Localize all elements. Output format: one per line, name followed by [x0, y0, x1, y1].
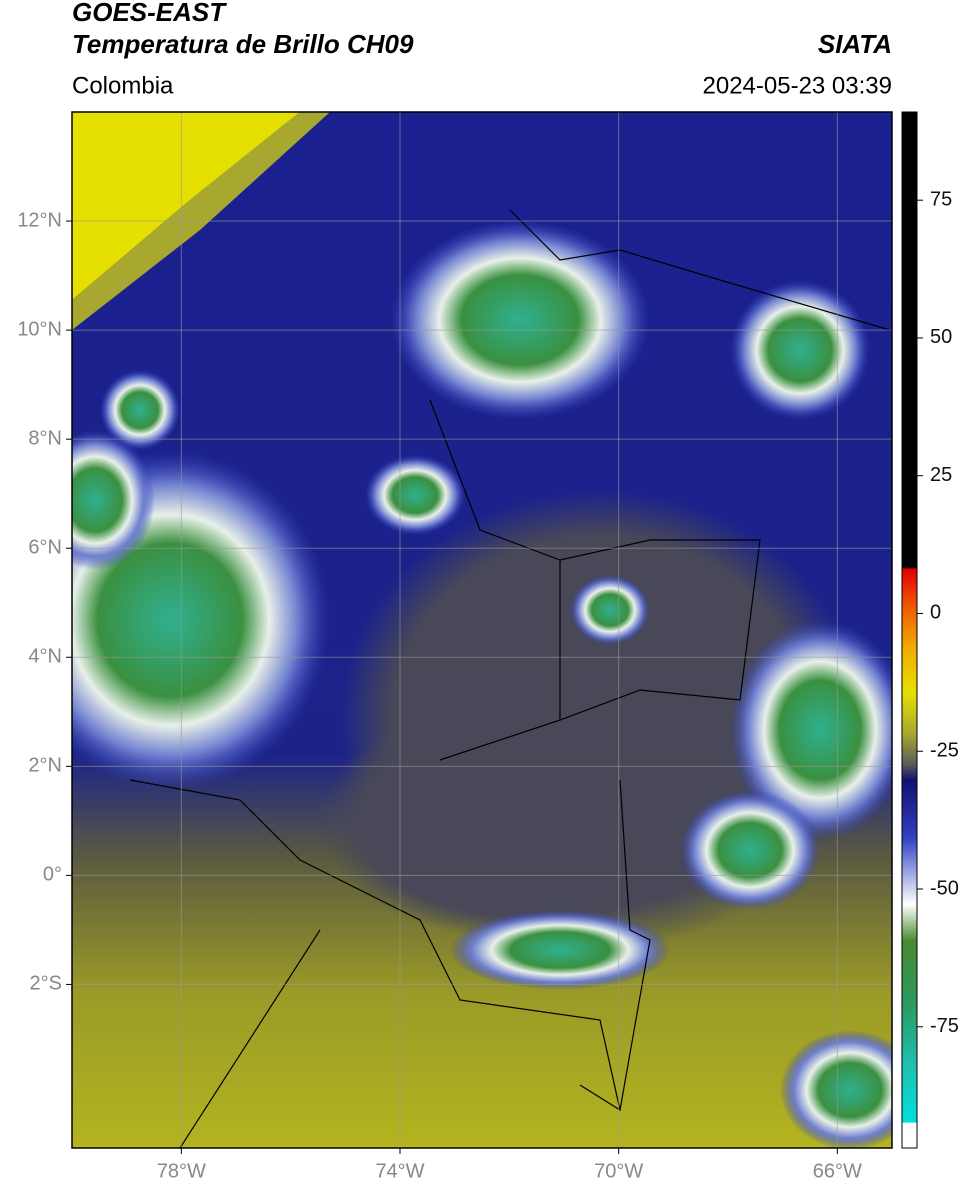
- lat-tick-label: 10°N: [17, 318, 62, 340]
- colorbar-tick-label: -25: [930, 740, 959, 762]
- source: SIATA: [818, 29, 892, 59]
- satellite-image: [72, 112, 892, 1148]
- colorbar: [901, 111, 918, 1149]
- colorbar-tick-label: 25: [930, 464, 952, 486]
- datetime: 2024-05-23 03:39: [703, 72, 893, 99]
- lat-tick-label: 2°S: [30, 973, 62, 995]
- colorbar-tick-label: 75: [930, 188, 952, 210]
- subtitle: Temperatura de Brillo CH09: [72, 29, 414, 59]
- title: GOES-EAST: [72, 0, 227, 27]
- region: Colombia: [72, 72, 174, 99]
- lon-tick-label: 78°W: [157, 1160, 206, 1182]
- lon-tick-label: 70°W: [594, 1160, 643, 1182]
- colorbar-tick-label: 50: [930, 326, 952, 348]
- lon-tick-label: 74°W: [375, 1160, 424, 1182]
- lat-tick-label: 2°N: [28, 755, 62, 777]
- lat-tick-label: 12°N: [17, 209, 62, 231]
- lat-tick-label: 8°N: [28, 427, 62, 449]
- lon-tick-label: 66°W: [813, 1160, 862, 1182]
- lat-tick-label: 6°N: [28, 536, 62, 558]
- map-frame: [71, 111, 893, 1149]
- lat-tick-label: 0°: [43, 864, 62, 886]
- colorbar-tick-label: 0: [930, 602, 941, 624]
- lat-tick-label: 4°N: [28, 646, 62, 668]
- graticule: [72, 112, 892, 1148]
- colorbar-tick-label: -50: [930, 877, 959, 899]
- colorbar-tick-label: -75: [930, 1015, 959, 1037]
